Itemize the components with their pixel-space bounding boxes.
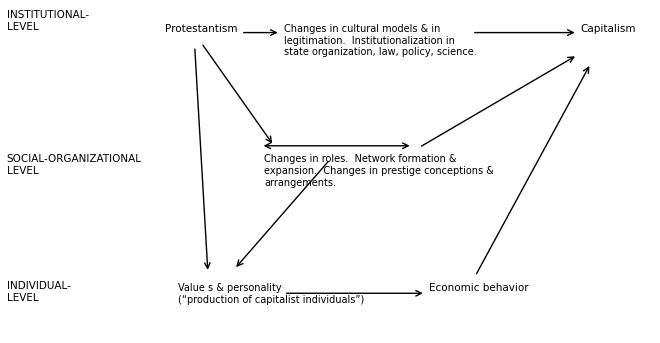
Text: Protestantism: Protestantism	[165, 24, 238, 34]
Text: Capitalism: Capitalism	[581, 24, 636, 34]
Text: Changes in cultural models & in
legitimation.  Institutionalization in
state org: Changes in cultural models & in legitima…	[284, 24, 477, 57]
Text: SOCIAL-ORGANIZATIONAL
LEVEL: SOCIAL-ORGANIZATIONAL LEVEL	[7, 154, 142, 176]
Text: INSTITUTIONAL-
LEVEL: INSTITUTIONAL- LEVEL	[7, 10, 88, 32]
Text: Changes in roles.  Network formation &
expansion.  Changes in prestige conceptio: Changes in roles. Network formation & ex…	[264, 154, 494, 188]
Text: Economic behavior: Economic behavior	[429, 283, 529, 293]
Text: Value s & personality
(“production of capitalist individuals”): Value s & personality (“production of ca…	[178, 283, 364, 305]
Text: INDIVIDUAL-
LEVEL: INDIVIDUAL- LEVEL	[7, 281, 71, 303]
